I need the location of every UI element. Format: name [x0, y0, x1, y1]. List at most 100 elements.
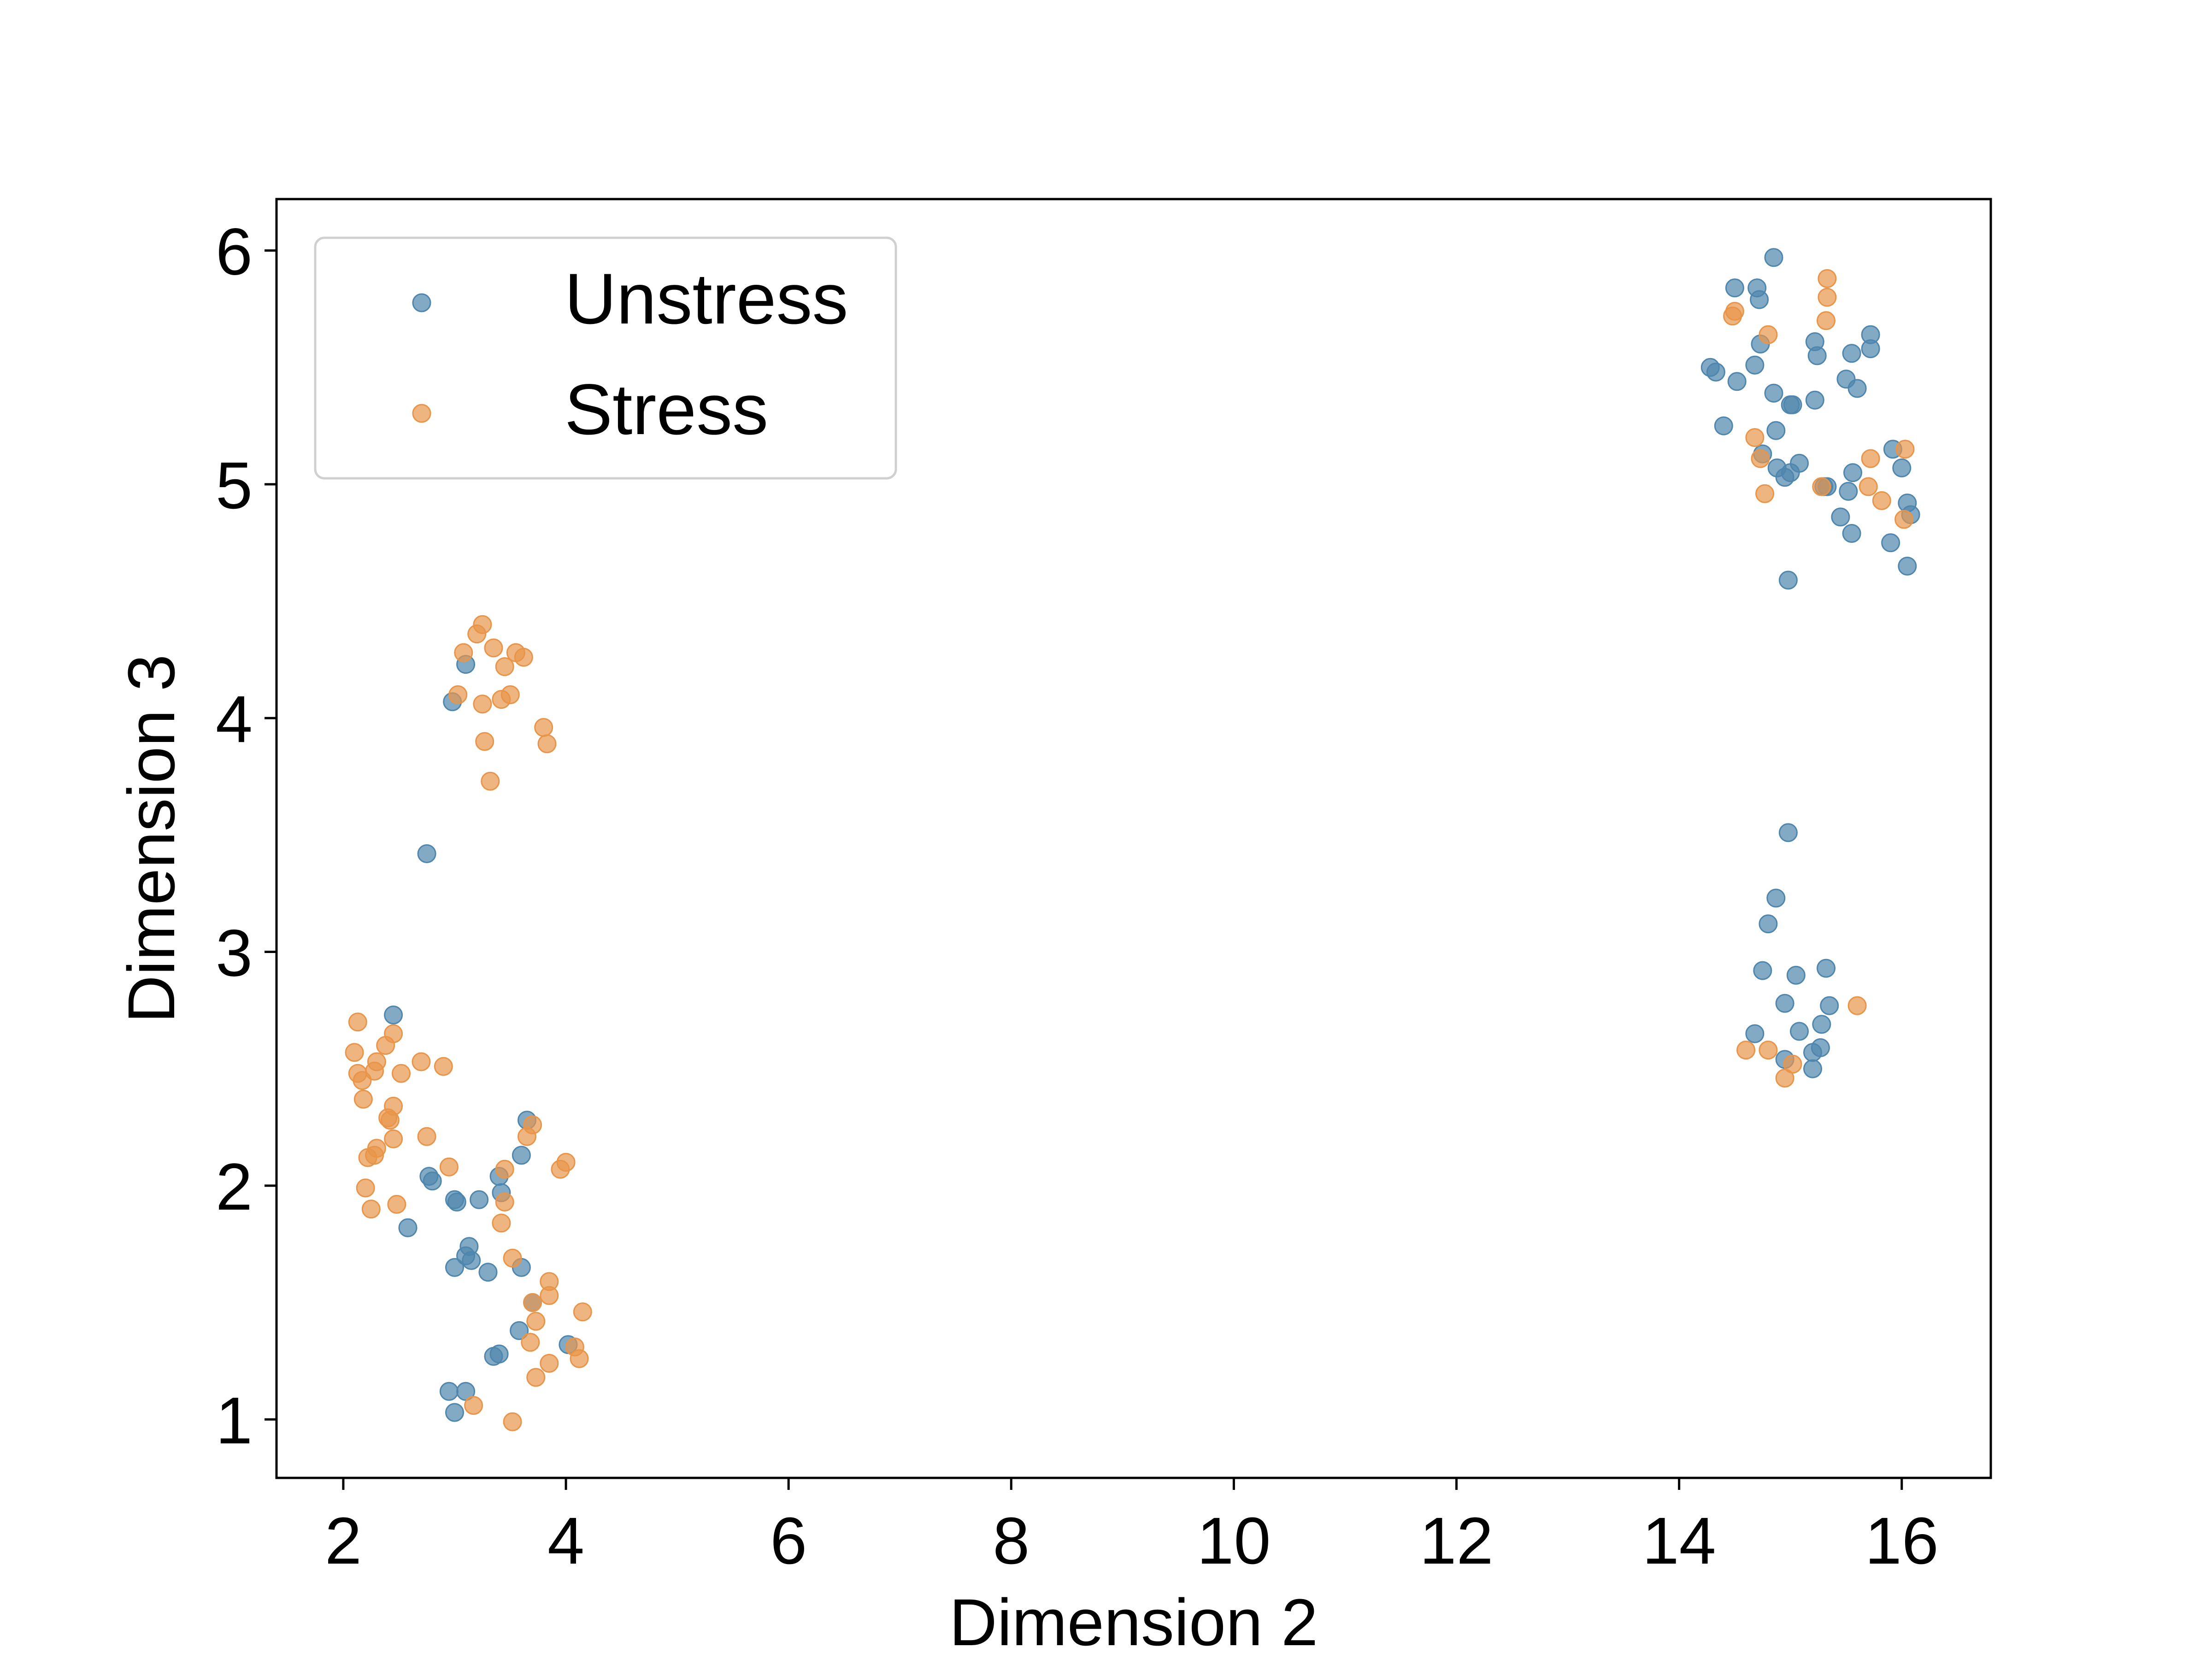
point-stress — [345, 1043, 364, 1062]
point-unstress — [1811, 1038, 1830, 1057]
point-stress — [503, 1412, 522, 1431]
point-unstress — [1842, 524, 1861, 543]
point-stress — [534, 718, 553, 737]
y-tick-label: 2 — [216, 1150, 253, 1224]
point-stress — [473, 694, 492, 714]
point-stress — [392, 1064, 411, 1083]
point-stress — [556, 1153, 576, 1172]
point-unstress — [1753, 961, 1772, 980]
point-stress — [439, 1157, 459, 1177]
point-unstress — [447, 1192, 466, 1212]
point-unstress — [1745, 1024, 1765, 1043]
point-stress — [448, 685, 468, 704]
point-unstress — [1766, 421, 1786, 440]
point-unstress — [1775, 994, 1794, 1013]
point-stress — [500, 685, 520, 704]
point-stress — [353, 1071, 372, 1090]
point-stress — [417, 1127, 436, 1146]
point-stress — [358, 1148, 377, 1167]
point-stress — [492, 1213, 511, 1233]
point-stress — [384, 1024, 403, 1043]
point-stress — [1745, 428, 1765, 447]
point-unstress — [462, 1251, 481, 1270]
point-unstress — [1805, 390, 1824, 410]
point-stress — [481, 771, 500, 791]
y-tick-label: 6 — [216, 215, 253, 289]
point-stress — [484, 638, 503, 658]
point-stress — [540, 1286, 559, 1305]
point-unstress — [384, 1006, 403, 1024]
x-tick-label: 4 — [547, 1504, 584, 1578]
x-axis-label: Dimension 2 — [949, 1585, 1318, 1659]
point-stress — [503, 1248, 522, 1268]
point-unstress — [1759, 914, 1778, 934]
point-stress — [361, 1200, 381, 1219]
point-unstress — [470, 1190, 489, 1209]
point-unstress — [1786, 965, 1806, 985]
x-tick-label: 14 — [1642, 1504, 1716, 1578]
point-stress — [1818, 288, 1837, 307]
point-unstress — [1847, 379, 1867, 398]
point-unstress — [398, 1218, 418, 1237]
point-unstress — [1750, 290, 1769, 309]
point-unstress — [1831, 507, 1850, 527]
legend-marker-unstress — [412, 293, 431, 312]
x-tick-label: 8 — [993, 1504, 1030, 1578]
point-unstress — [1843, 463, 1862, 482]
point-stress — [387, 1194, 406, 1214]
point-stress — [464, 1396, 483, 1415]
point-stress — [495, 657, 514, 677]
point-stress — [526, 1312, 546, 1331]
point-stress — [434, 1057, 453, 1076]
y-axis-label: Dimension 3 — [114, 654, 188, 1023]
x-tick-label: 6 — [770, 1504, 807, 1578]
point-stress — [1812, 477, 1831, 496]
point-stress — [1759, 325, 1778, 344]
point-stress — [1751, 449, 1770, 468]
y-tick-label: 1 — [216, 1383, 253, 1458]
y-tick-label: 5 — [216, 448, 253, 523]
point-unstress — [1727, 372, 1747, 391]
point-unstress — [439, 1382, 459, 1401]
point-unstress — [1706, 362, 1725, 382]
point-unstress — [1892, 458, 1912, 477]
y-tick-label: 3 — [216, 916, 253, 990]
point-unstress — [1842, 344, 1861, 363]
legend-label-unstress: Unstress — [565, 259, 848, 339]
point-unstress — [1778, 571, 1798, 590]
point-unstress — [510, 1321, 529, 1340]
point-unstress — [1764, 383, 1783, 403]
point-stress — [475, 732, 494, 751]
point-stress — [1759, 1041, 1778, 1060]
legend: Unstress Stress — [314, 236, 897, 480]
point-stress — [495, 1192, 514, 1212]
x-tick-label: 16 — [1865, 1504, 1939, 1578]
point-stress — [348, 1012, 367, 1032]
point-stress — [1736, 1041, 1756, 1060]
point-stress — [454, 643, 473, 662]
point-stress — [1723, 306, 1742, 326]
point-stress — [514, 647, 533, 667]
x-tick-label: 2 — [325, 1504, 362, 1578]
point-unstress — [1861, 339, 1880, 359]
point-unstress — [1817, 959, 1835, 978]
point-unstress — [1898, 557, 1917, 576]
point-unstress — [1839, 482, 1858, 501]
point-unstress — [1790, 1022, 1809, 1041]
point-stress — [523, 1293, 542, 1312]
point-stress — [1861, 449, 1880, 468]
point-unstress — [423, 1171, 442, 1191]
legend-label-stress: Stress — [565, 370, 768, 450]
point-stress — [526, 1368, 546, 1387]
point-unstress — [1778, 823, 1798, 842]
point-unstress — [1745, 355, 1765, 375]
point-stress — [380, 1111, 400, 1130]
point-unstress — [1790, 453, 1809, 473]
point-stress — [1895, 440, 1915, 459]
point-unstress — [484, 1347, 503, 1366]
point-unstress — [1803, 1059, 1822, 1078]
point-stress — [1859, 477, 1878, 496]
point-stress — [1818, 269, 1837, 288]
point-unstress — [1714, 416, 1733, 435]
point-stress — [1817, 311, 1835, 330]
